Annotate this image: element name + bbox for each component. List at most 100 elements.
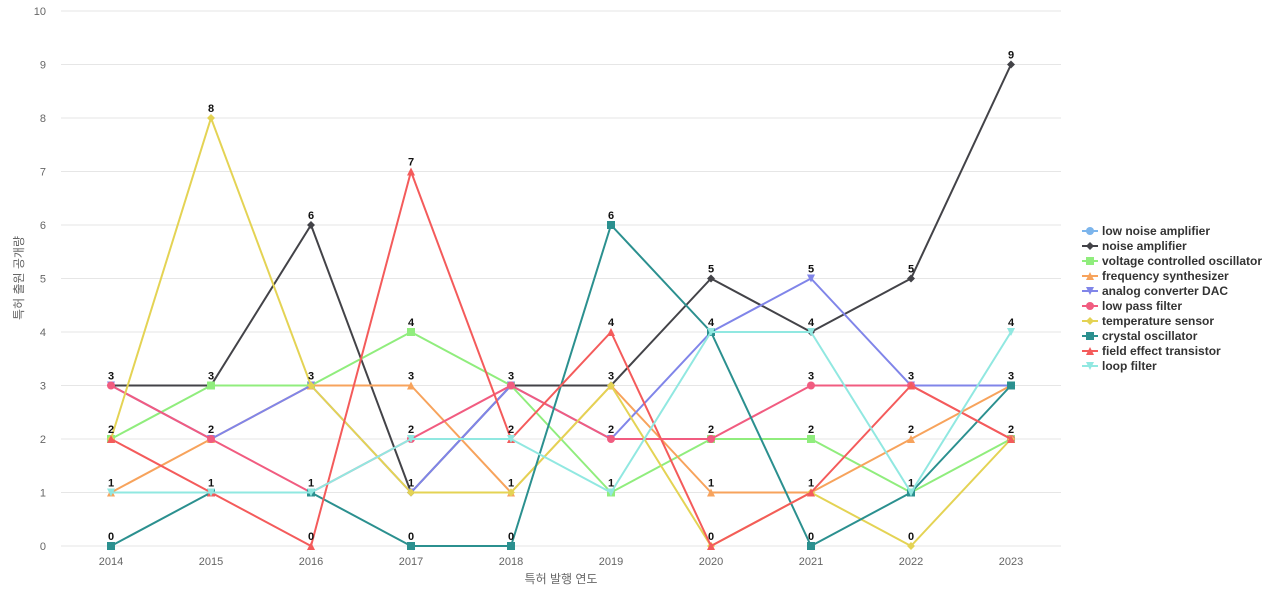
data-label: 2 [508, 424, 514, 436]
x-tick-label: 2021 [799, 556, 823, 568]
data-label: 4 [808, 317, 815, 329]
data-point-loop-filter[interactable] [107, 488, 115, 497]
data-point-field-effect-transistor[interactable] [707, 542, 715, 550]
data-label: 0 [808, 531, 814, 543]
legend-item-low-pass-filter[interactable]: low pass filter [1082, 299, 1182, 313]
data-point-low-pass-filter[interactable] [707, 435, 715, 443]
data-point-crystal-oscillator[interactable] [807, 542, 815, 550]
data-label: 3 [608, 371, 614, 383]
data-point-field-effect-transistor[interactable] [607, 328, 615, 336]
data-point-temperature-sensor[interactable] [607, 381, 615, 390]
data-point-crystal-oscillator[interactable] [507, 542, 515, 550]
data-label: 4 [408, 317, 415, 329]
series-line-field-effect-transistor[interactable] [110, 170, 1012, 547]
x-tick-label: 2016 [299, 556, 323, 568]
data-point-noise-amplifier[interactable] [1007, 60, 1015, 69]
data-point-low-pass-filter[interactable] [807, 381, 815, 390]
legend-marker [1086, 242, 1094, 250]
data-point-crystal-oscillator[interactable] [407, 542, 415, 550]
data-point-voltage-controlled-oscillator[interactable] [207, 381, 215, 390]
data-point-frequency-synthesizer[interactable] [907, 435, 915, 443]
data-label: 0 [108, 531, 114, 543]
data-point-temperature-sensor[interactable] [307, 381, 315, 390]
data-point-loop-filter[interactable] [607, 488, 615, 497]
data-point-noise-amplifier[interactable] [907, 274, 915, 283]
legend-marker [1086, 332, 1094, 340]
legend-item-crystal-oscillator[interactable]: crystal oscillator [1082, 329, 1198, 343]
data-label: 3 [908, 371, 914, 383]
data-point-voltage-controlled-oscillator[interactable] [407, 328, 415, 336]
data-point-crystal-oscillator[interactable] [1007, 381, 1015, 390]
data-label: 2 [1008, 424, 1014, 436]
data-point-temperature-sensor[interactable] [207, 114, 215, 122]
data-point-loop-filter[interactable] [807, 328, 815, 336]
data-point-noise-amplifier[interactable] [707, 274, 715, 283]
x-tick-label: 2019 [599, 556, 623, 568]
legend-item-voltage-controlled-oscillator[interactable]: voltage controlled oscillator [1082, 254, 1262, 268]
data-point-temperature-sensor[interactable] [907, 542, 915, 550]
data-point-temperature-sensor[interactable] [407, 488, 415, 497]
data-point-loop-filter[interactable] [1007, 328, 1015, 336]
data-label: 3 [308, 371, 314, 383]
data-point-low-pass-filter[interactable] [507, 381, 515, 390]
data-point-crystal-oscillator[interactable] [107, 542, 115, 550]
data-point-frequency-synthesizer[interactable] [407, 381, 415, 390]
legend-item-frequency-synthesizer[interactable]: frequency synthesizer [1082, 269, 1229, 283]
data-label: 1 [808, 478, 814, 490]
legend-label: analog converter DAC [1102, 284, 1228, 298]
data-point-loop-filter[interactable] [907, 488, 915, 497]
data-point-field-effect-transistor[interactable] [907, 381, 915, 390]
legend-marker [1086, 287, 1094, 295]
legend-item-temperature-sensor[interactable]: temperature sensor [1082, 314, 1214, 328]
data-label: 3 [808, 371, 814, 383]
data-point-loop-filter[interactable] [207, 488, 215, 497]
legend-marker [1086, 257, 1094, 265]
data-labels: 3210832163107432103210643215421054321053… [108, 50, 1015, 544]
y-tick-label: 3 [40, 381, 46, 393]
legend-item-low-noise-amplifier[interactable]: low noise amplifier [1082, 224, 1210, 238]
legend-marker [1086, 362, 1094, 370]
data-point-field-effect-transistor[interactable] [1007, 435, 1015, 443]
x-tick-label: 2022 [899, 556, 923, 568]
data-point-loop-filter[interactable] [707, 328, 715, 336]
data-label: 1 [208, 478, 214, 490]
data-label: 7 [408, 157, 414, 169]
data-label: 2 [108, 424, 114, 436]
data-point-temperature-sensor[interactable] [507, 488, 515, 497]
y-tick-label: 4 [40, 327, 46, 339]
data-point-frequency-synthesizer[interactable] [707, 488, 715, 497]
data-point-low-pass-filter[interactable] [107, 381, 115, 390]
data-label: 1 [108, 478, 114, 490]
legend-item-field-effect-transistor[interactable]: field effect transistor [1082, 344, 1221, 358]
data-point-low-pass-filter[interactable] [207, 435, 215, 443]
data-point-noise-amplifier[interactable] [307, 221, 315, 229]
legend-item-loop-filter[interactable]: loop filter [1082, 359, 1157, 373]
data-point-low-pass-filter[interactable] [607, 435, 615, 443]
x-tick-label: 2015 [199, 556, 223, 568]
data-point-loop-filter[interactable] [307, 488, 315, 497]
data-point-field-effect-transistor[interactable] [307, 542, 315, 550]
data-label: 0 [508, 531, 514, 543]
data-point-crystal-oscillator[interactable] [607, 221, 615, 229]
data-point-analog-converter-dac[interactable] [807, 274, 815, 283]
x-tick-label: 2023 [999, 556, 1023, 568]
data-label: 3 [108, 371, 114, 383]
series-loop-filter [107, 328, 1015, 497]
legend-item-noise-amplifier[interactable]: noise amplifier [1082, 239, 1187, 253]
data-point-loop-filter[interactable] [507, 435, 515, 443]
series-line-loop-filter[interactable] [110, 331, 1012, 494]
data-label: 3 [508, 371, 514, 383]
legend-item-analog-converter-dac[interactable]: analog converter DAC [1082, 284, 1228, 298]
series-line-low-pass-filter[interactable] [110, 384, 1012, 494]
data-label: 3 [1008, 371, 1014, 383]
y-axis-title: 특허 출원 공개량 [12, 236, 26, 320]
data-point-field-effect-transistor[interactable] [407, 167, 415, 176]
data-point-field-effect-transistor[interactable] [107, 435, 115, 443]
data-label: 0 [308, 531, 314, 543]
data-point-field-effect-transistor[interactable] [807, 488, 815, 497]
data-point-voltage-controlled-oscillator[interactable] [807, 435, 815, 443]
data-point-loop-filter[interactable] [407, 435, 415, 443]
